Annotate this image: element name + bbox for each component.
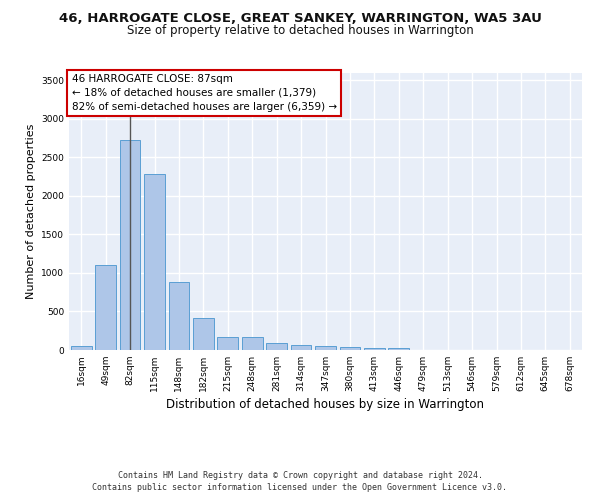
Text: 46 HARROGATE CLOSE: 87sqm
← 18% of detached houses are smaller (1,379)
82% of se: 46 HARROGATE CLOSE: 87sqm ← 18% of detac… xyxy=(71,74,337,112)
Bar xyxy=(119,140,140,350)
Y-axis label: Number of detached properties: Number of detached properties xyxy=(26,124,35,299)
Bar xyxy=(266,342,287,350)
Bar xyxy=(290,346,311,350)
Text: Size of property relative to detached houses in Warrington: Size of property relative to detached ho… xyxy=(127,24,473,37)
Bar xyxy=(193,318,214,350)
Bar xyxy=(388,348,409,350)
Bar xyxy=(364,348,385,350)
Text: 46, HARROGATE CLOSE, GREAT SANKEY, WARRINGTON, WA5 3AU: 46, HARROGATE CLOSE, GREAT SANKEY, WARRI… xyxy=(59,12,541,26)
Bar xyxy=(71,346,92,350)
Bar xyxy=(315,346,336,350)
Bar xyxy=(169,282,190,350)
Bar xyxy=(242,338,263,350)
Text: Contains HM Land Registry data © Crown copyright and database right 2024.
Contai: Contains HM Land Registry data © Crown c… xyxy=(92,471,508,492)
Bar xyxy=(144,174,165,350)
X-axis label: Distribution of detached houses by size in Warrington: Distribution of detached houses by size … xyxy=(167,398,485,411)
Bar xyxy=(95,265,116,350)
Bar xyxy=(340,348,361,350)
Bar xyxy=(217,336,238,350)
